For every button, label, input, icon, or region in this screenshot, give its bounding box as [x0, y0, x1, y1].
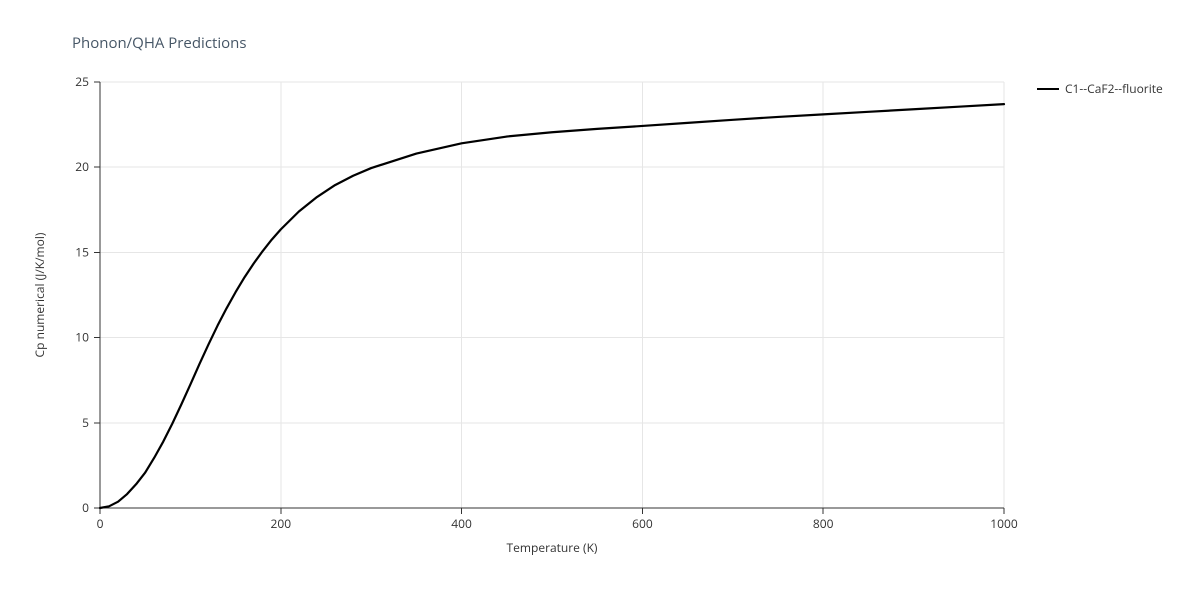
x-tick-label: 0	[97, 515, 104, 532]
legend: C1--CaF2--fluorite	[1037, 80, 1163, 97]
legend-label: C1--CaF2--fluorite	[1065, 80, 1163, 97]
chart-svg: 0 200 400 600 800 1000 0 5 10 15 20 25 Temperature (…	[0, 0, 1200, 600]
chart-container: Phonon/QHA Predictions 02004006008001000…	[0, 0, 1200, 600]
y-tick-label: 0	[82, 499, 89, 516]
x-tick-label: 600	[632, 515, 653, 532]
y-tick-label: 15	[75, 243, 89, 260]
y-tick-label: 10	[75, 329, 89, 346]
y-tick-label: 5	[82, 414, 89, 431]
legend-swatch	[1037, 88, 1059, 90]
y-tick-label: 25	[75, 73, 89, 90]
x-axis-label: Temperature (K)	[507, 539, 598, 556]
x-tick-label: 800	[813, 515, 834, 532]
x-tick-label: 1000	[990, 515, 1018, 532]
series-line	[100, 104, 1004, 508]
x-tick-label: 400	[451, 515, 472, 532]
y-tick-label: 20	[75, 158, 89, 175]
x-tick-label: 200	[271, 515, 292, 532]
y-axis-label: Cp numerical (J/K/mol)	[31, 232, 48, 357]
